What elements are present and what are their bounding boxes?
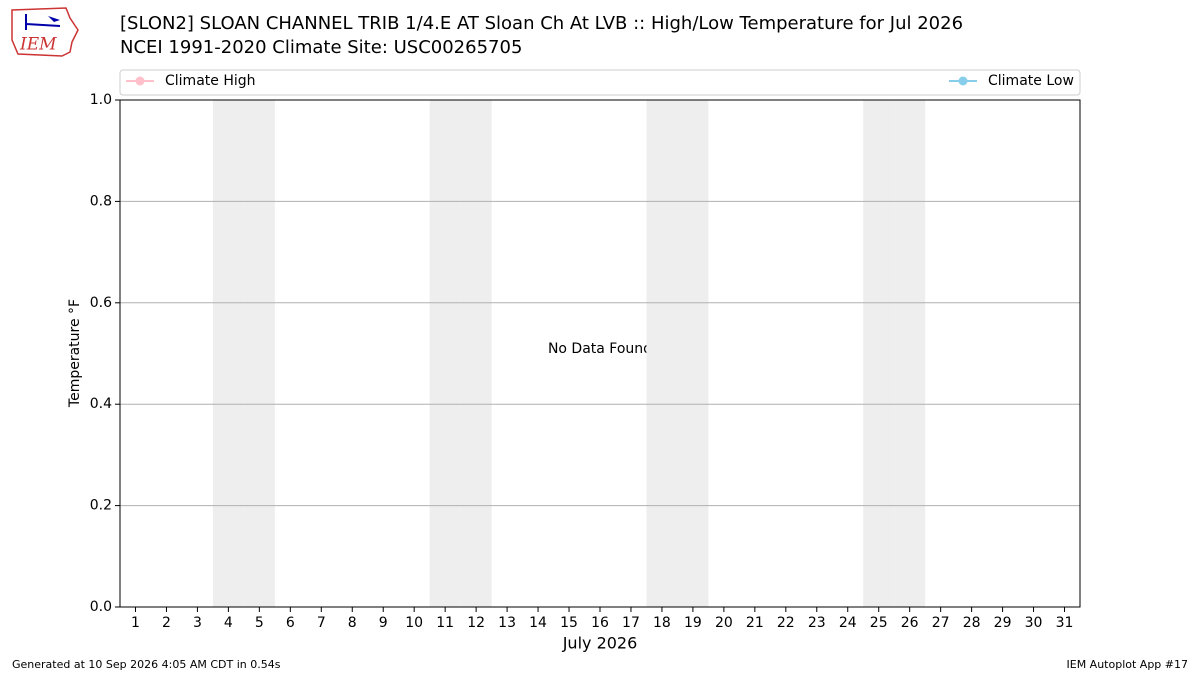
plot-frame — [119, 99, 1081, 608]
y-tick-label: 1.0 — [90, 92, 112, 108]
x-tick-label: 4 — [224, 615, 233, 631]
x-tick-label: 10 — [405, 615, 423, 631]
legend-label: Climate High — [165, 73, 256, 89]
logo-text: IEM — [19, 35, 57, 55]
x-tick-label: 20 — [715, 615, 733, 631]
legend-box — [119, 69, 1081, 96]
x-tick-label: 30 — [1025, 615, 1043, 631]
x-tick-label: 17 — [622, 615, 640, 631]
logo: IEM — [11, 7, 79, 57]
x-tick-label: 29 — [994, 615, 1012, 631]
x-tick-label: 24 — [839, 615, 857, 631]
weekend-shade — [429, 100, 461, 607]
x-tick-label: 18 — [653, 615, 671, 631]
annotation: No Data Found — [548, 341, 652, 357]
weekend-shade — [460, 100, 492, 607]
x-tick-label: 28 — [963, 615, 981, 631]
x-tick-label: 21 — [746, 615, 764, 631]
x-tick-label: 3 — [193, 615, 202, 631]
weekend-shade — [677, 100, 709, 607]
legend-marker — [135, 76, 145, 86]
y-tick-label: 0.6 — [90, 295, 112, 311]
x-tick-label: 15 — [560, 615, 578, 631]
x-tick-label: 22 — [777, 615, 795, 631]
x-tick-label: 12 — [467, 615, 485, 631]
legend-marker — [958, 76, 968, 86]
chart-subtitle: NCEI 1991-2020 Climate Site: USC00265705 — [120, 37, 522, 58]
x-tick-label: 9 — [379, 615, 388, 631]
x-tick-label: 14 — [529, 615, 547, 631]
x-tick-label: 11 — [436, 615, 454, 631]
weekend-shade — [863, 100, 895, 607]
x-tick-label: 7 — [317, 615, 326, 631]
x-tick-label: 1 — [131, 615, 140, 631]
y-tick-label: 0.8 — [90, 193, 112, 209]
x-tick-label: 6 — [286, 615, 295, 631]
x-tick-label: 23 — [808, 615, 826, 631]
x-tick-label: 8 — [348, 615, 357, 631]
y-tick-label: 0.2 — [90, 498, 112, 514]
x-axis-label: July 2026 — [562, 634, 638, 653]
x-tick-label: 2 — [162, 615, 171, 631]
x-tick-label: 16 — [591, 615, 609, 631]
x-tick-label: 13 — [498, 615, 516, 631]
y-tick-label: 0.4 — [90, 396, 112, 412]
x-tick-label: 31 — [1056, 615, 1074, 631]
x-tick-label: 27 — [932, 615, 950, 631]
x-tick-label: 5 — [255, 615, 264, 631]
x-tick-label: 25 — [870, 615, 888, 631]
legend-label: Climate Low — [988, 73, 1074, 89]
y-tick-label: 0.0 — [90, 599, 112, 615]
weekend-shade — [894, 100, 926, 607]
x-tick-label: 26 — [901, 615, 919, 631]
x-tick-label: 19 — [684, 615, 702, 631]
weekend-shade — [212, 100, 244, 607]
footer-right: IEM Autoplot App #17 — [1067, 658, 1189, 671]
weekend-shade — [646, 100, 678, 607]
footer-left: Generated at 10 Sep 2026 4:05 AM CDT in … — [12, 658, 281, 671]
weekend-shade — [243, 100, 275, 607]
y-axis-label: Temperature °F — [67, 299, 83, 408]
chart-title: [SLON2] SLOAN CHANNEL TRIB 1/4.E AT Sloa… — [120, 13, 963, 34]
